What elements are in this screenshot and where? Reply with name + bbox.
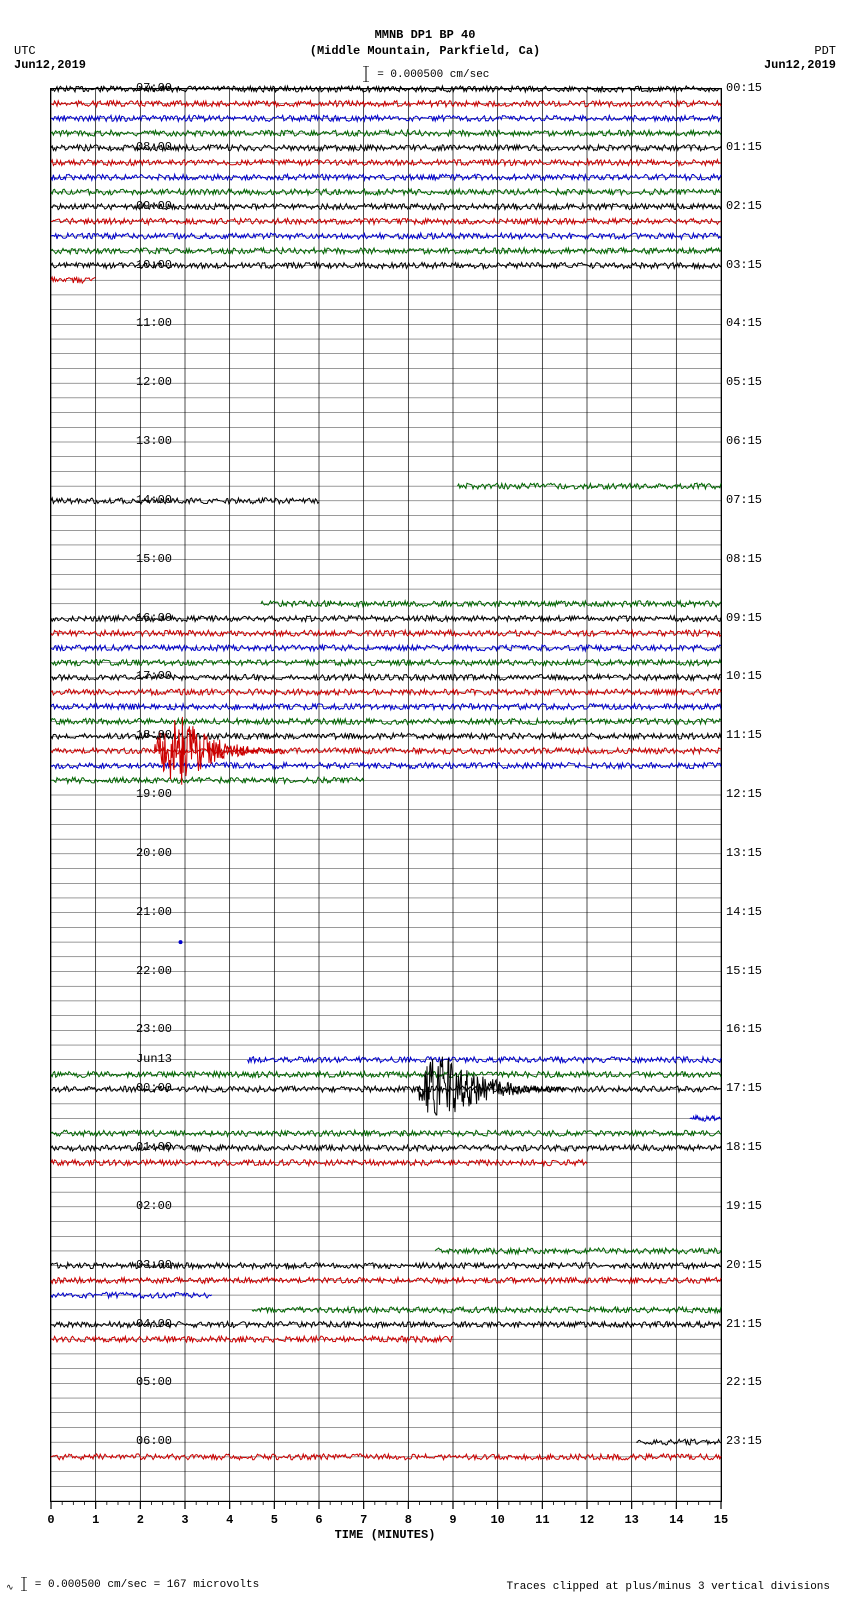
y-left-tick: 17:00 [62,669,172,683]
svg-text:6: 6 [315,1513,322,1527]
tz-right-label: PDT [814,44,836,58]
svg-text:12: 12 [580,1513,594,1527]
y-left-tick: 07:00 [62,81,172,95]
svg-text:14: 14 [669,1513,683,1527]
y-left-tick: 20:00 [62,846,172,860]
y-left-tick: 04:00 [62,1317,172,1331]
y-left-tick: 14:00 [62,493,172,507]
svg-text:4: 4 [226,1513,233,1527]
station-location: (Middle Mountain, Parkfield, Ca) [0,44,850,60]
y-left-tick: 15:00 [62,552,172,566]
svg-text:9: 9 [449,1513,456,1527]
y-right-tick: 19:15 [726,1199,762,1213]
y-right-tick: 10:15 [726,669,762,683]
y-right-tick: 15:15 [726,964,762,978]
y-right-tick: 23:15 [726,1434,762,1448]
tz-left-label: UTC [14,44,36,58]
y-left-tick: 23:00 [62,1022,172,1036]
y-left-tick: 02:00 [62,1199,172,1213]
x-axis-label: TIME (MINUTES) [50,1528,720,1542]
svg-text:0: 0 [47,1513,54,1527]
y-left-tick: 03:00 [62,1258,172,1272]
date-left: Jun12,2019 [14,58,86,72]
y-left-tick: 19:00 [62,787,172,801]
y-right-tick: 09:15 [726,611,762,625]
y-left-tick: 06:00 [62,1434,172,1448]
y-right-tick: 08:15 [726,552,762,566]
footer-clip-note: Traces clipped at plus/minus 3 vertical … [507,1581,830,1593]
svg-text:15: 15 [714,1513,728,1527]
y-right-tick: 14:15 [726,905,762,919]
y-left-tick: 18:00 [62,728,172,742]
y-right-tick: 20:15 [726,1258,762,1272]
y-right-tick: 17:15 [726,1081,762,1095]
y-right-tick: 18:15 [726,1140,762,1154]
footer-scale-text: = 0.000500 cm/sec = 167 microvolts [35,1579,259,1591]
svg-text:2: 2 [137,1513,144,1527]
seismogram-svg: 0123456789101112131415 [51,89,721,1531]
y-left-tick: 12:00 [62,375,172,389]
svg-text:10: 10 [490,1513,504,1527]
y-right-tick: 04:15 [726,316,762,330]
y-right-tick: 03:15 [726,258,762,272]
svg-text:7: 7 [360,1513,367,1527]
y-right-tick: 22:15 [726,1375,762,1389]
y-right-tick: 01:15 [726,140,762,154]
y-left-tick: 11:00 [62,316,172,330]
y-left-tick: 21:00 [62,905,172,919]
page: MMNB DP1 BP 40 (Middle Mountain, Parkfie… [0,0,850,1613]
scale-legend-text: = 0.000500 cm/sec [377,69,489,81]
scale-legend: = 0.000500 cm/sec [0,66,850,82]
y-right-tick: 11:15 [726,728,762,742]
y-left-tick: 22:00 [62,964,172,978]
y-right-tick: 07:15 [726,493,762,507]
svg-text:13: 13 [624,1513,638,1527]
y-left-tick: 05:00 [62,1375,172,1389]
y-left-tick: 08:00 [62,140,172,154]
date-right: Jun12,2019 [764,58,836,72]
svg-text:1: 1 [92,1513,99,1527]
y-right-tick: 00:15 [726,81,762,95]
y-left-tick: 10:00 [62,258,172,272]
y-left-tick: 13:00 [62,434,172,448]
svg-text:11: 11 [535,1513,549,1527]
y-left-tick: 01:00 [62,1140,172,1154]
svg-text:5: 5 [271,1513,278,1527]
y-right-tick: 12:15 [726,787,762,801]
y-right-tick: 02:15 [726,199,762,213]
y-right-tick: 16:15 [726,1022,762,1036]
svg-text:3: 3 [181,1513,188,1527]
y-left-tick: 00:00 [62,1081,172,1095]
station-id: MMNB DP1 BP 40 [0,28,850,44]
chart-header: MMNB DP1 BP 40 (Middle Mountain, Parkfie… [0,28,850,59]
y-right-tick: 05:15 [726,375,762,389]
svg-text:8: 8 [405,1513,412,1527]
footer-scale: ∿ = 0.000500 cm/sec = 167 microvolts [6,1577,259,1593]
y-left-tick: 16:00 [62,611,172,625]
y-left-tick: 09:00 [62,199,172,213]
y-right-tick: 21:15 [726,1317,762,1331]
y-right-tick: 06:15 [726,434,762,448]
y-left-tick: Jun13 [62,1052,172,1066]
y-right-tick: 13:15 [726,846,762,860]
